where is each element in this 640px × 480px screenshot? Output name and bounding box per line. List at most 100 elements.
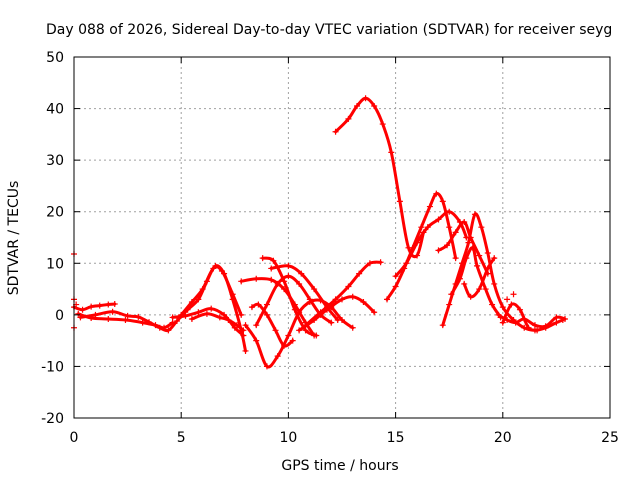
data-point bbox=[371, 309, 378, 316]
data-point bbox=[345, 283, 352, 290]
data-point bbox=[444, 242, 451, 249]
data-point bbox=[510, 291, 517, 298]
data-point bbox=[79, 306, 86, 313]
data-point bbox=[105, 315, 112, 322]
data-point bbox=[504, 296, 511, 303]
data-point bbox=[414, 239, 421, 246]
y-tick-label: 10 bbox=[46, 256, 64, 272]
data-point bbox=[446, 301, 453, 308]
x-tick-label: 25 bbox=[601, 430, 619, 446]
series-line bbox=[394, 210, 468, 278]
data-point bbox=[349, 324, 356, 331]
data-point bbox=[516, 306, 523, 313]
data-point bbox=[298, 270, 305, 277]
data-point bbox=[553, 314, 560, 321]
data-point bbox=[484, 265, 491, 272]
data-point bbox=[77, 314, 84, 321]
data-point bbox=[178, 311, 185, 318]
data-point bbox=[263, 311, 270, 318]
series-track-03 bbox=[77, 262, 249, 354]
data-point bbox=[122, 317, 129, 324]
y-tick-label: 30 bbox=[46, 153, 64, 169]
data-point bbox=[313, 332, 320, 339]
data-point bbox=[242, 347, 249, 354]
grid bbox=[74, 57, 610, 418]
data-point bbox=[476, 286, 483, 293]
data-point bbox=[253, 275, 260, 282]
data-point bbox=[439, 322, 446, 329]
data-point bbox=[263, 363, 270, 370]
data-point bbox=[173, 318, 180, 325]
data-point bbox=[253, 337, 260, 344]
data-point bbox=[362, 95, 369, 102]
data-point bbox=[311, 286, 318, 293]
data-point bbox=[88, 303, 95, 310]
series-line bbox=[78, 264, 247, 353]
series-track-04 bbox=[169, 305, 247, 339]
data-point bbox=[452, 255, 459, 262]
data-point bbox=[452, 229, 459, 236]
data-point bbox=[259, 255, 266, 262]
data-point bbox=[240, 332, 247, 339]
data-point bbox=[484, 249, 491, 256]
data-point bbox=[225, 317, 232, 324]
y-tick-label: 50 bbox=[46, 50, 64, 66]
data-point bbox=[146, 319, 153, 326]
data-point bbox=[332, 296, 339, 303]
data-point bbox=[414, 252, 421, 259]
data-point bbox=[253, 322, 260, 329]
data-point bbox=[139, 319, 146, 326]
data-point bbox=[199, 286, 206, 293]
data-point bbox=[489, 301, 496, 308]
data-point bbox=[426, 203, 433, 210]
data-point bbox=[471, 211, 478, 218]
data-point bbox=[474, 262, 481, 269]
data-point bbox=[328, 319, 335, 326]
y-tick-label: 20 bbox=[46, 205, 64, 221]
data-point bbox=[478, 224, 485, 231]
data-point bbox=[379, 121, 386, 128]
data-point bbox=[203, 310, 210, 317]
data-point bbox=[495, 311, 502, 318]
data-point bbox=[482, 286, 489, 293]
data-point bbox=[111, 301, 118, 308]
data-point bbox=[446, 224, 453, 231]
data-point bbox=[463, 255, 470, 262]
data-point bbox=[188, 315, 195, 322]
data-point bbox=[156, 324, 163, 331]
data-point bbox=[188, 298, 195, 305]
data-point bbox=[403, 260, 410, 267]
data-point bbox=[366, 260, 373, 267]
data-point bbox=[92, 311, 99, 318]
data-point bbox=[377, 259, 384, 266]
data-point bbox=[285, 262, 292, 269]
data-point bbox=[238, 311, 245, 318]
series-track-18 bbox=[439, 211, 566, 334]
y-tick-label: -20 bbox=[41, 411, 64, 427]
data-point bbox=[165, 327, 172, 334]
data-point bbox=[424, 224, 431, 231]
data-point bbox=[195, 296, 202, 303]
data-point bbox=[169, 314, 176, 321]
series-track-05 bbox=[178, 265, 245, 318]
data-point bbox=[448, 291, 455, 298]
data-point bbox=[392, 273, 399, 280]
data-point bbox=[281, 342, 288, 349]
tick-labels: 0 5 10 15 20 25 -20 -10 0 10 20 30 40 50 bbox=[41, 50, 619, 446]
series-track-17 bbox=[392, 208, 470, 280]
data-point bbox=[182, 312, 189, 319]
data-point bbox=[248, 304, 255, 311]
series-track-06 bbox=[188, 310, 247, 334]
data-point bbox=[345, 115, 352, 122]
data-point bbox=[302, 327, 309, 334]
data-point bbox=[268, 265, 275, 272]
x-tick-label: 5 bbox=[177, 430, 186, 446]
data-point bbox=[270, 257, 277, 264]
data-point bbox=[491, 255, 498, 262]
series-line bbox=[261, 256, 318, 337]
series-line bbox=[334, 96, 425, 259]
data-point bbox=[306, 296, 313, 303]
data-point bbox=[456, 275, 463, 282]
y-tick-label: -10 bbox=[41, 359, 64, 375]
data-point bbox=[499, 304, 506, 311]
